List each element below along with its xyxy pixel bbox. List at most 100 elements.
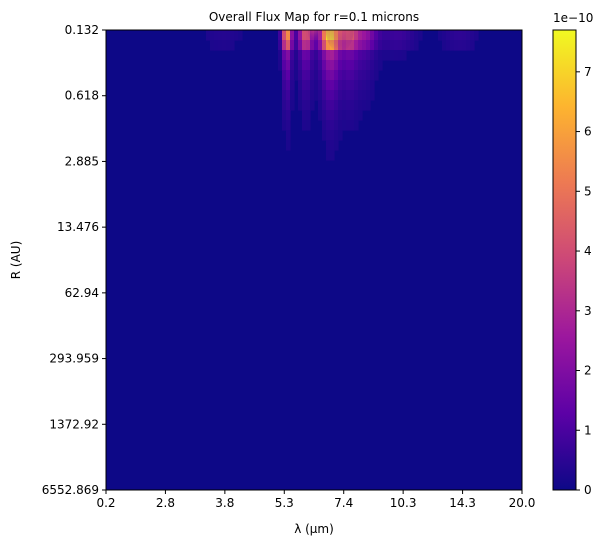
heatmap-cell: [366, 90, 371, 101]
heatmap-cell: [334, 60, 339, 71]
heatmap-cell: [386, 30, 391, 41]
heatmap-cell: [334, 80, 339, 91]
colorbar-tick-label: 7: [584, 65, 592, 79]
y-tick-label: 0.132: [65, 23, 99, 37]
heatmap-cell: [326, 60, 331, 71]
heatmap-cell: [294, 30, 299, 41]
heatmap-cell: [366, 40, 371, 51]
heatmap-cell: [302, 100, 307, 111]
heatmap-cell: [346, 80, 351, 91]
heatmap-cell: [314, 90, 319, 101]
heatmap-cell: [378, 40, 383, 51]
heatmap-cell: [362, 90, 367, 101]
heatmap-cell: [378, 30, 383, 41]
heatmap-cell: [314, 80, 319, 91]
heatmap-cell: [282, 50, 287, 61]
heatmap-cell: [294, 60, 299, 71]
heatmap-cell: [326, 70, 331, 81]
heatmap-cell: [446, 30, 451, 41]
heatmap-cell: [342, 110, 347, 121]
y-tick-label: 13.476: [57, 220, 99, 234]
heatmap-cell: [282, 120, 287, 131]
heatmap-cell: [310, 40, 315, 51]
heatmap-cell: [326, 100, 331, 111]
heatmap-cell: [350, 90, 355, 101]
heatmap-cell: [350, 100, 355, 111]
heatmap-cell: [378, 50, 383, 61]
heatmap-cell: [210, 40, 215, 51]
heatmap-cell: [298, 90, 303, 101]
heatmap-cell: [398, 30, 403, 41]
heatmap-cell: [302, 40, 307, 51]
heatmap-cell: [322, 130, 327, 141]
heatmap-cell: [318, 80, 323, 91]
x-tick-label: 3.8: [215, 496, 234, 510]
heatmap-cell: [290, 50, 295, 61]
heatmap-cell: [402, 40, 407, 51]
heatmap-cell: [442, 40, 447, 51]
heatmap-cell: [330, 70, 335, 81]
heatmap-cell: [286, 110, 291, 121]
heatmap-cell: [286, 120, 291, 131]
heatmap-cell: [294, 40, 299, 51]
heatmap-cell: [286, 40, 291, 51]
heatmap-cell: [474, 30, 479, 41]
heatmap-cell: [278, 50, 283, 61]
heatmap-cell: [322, 30, 327, 41]
x-tick-label: 2.8: [156, 496, 175, 510]
heatmap-cell: [414, 30, 419, 41]
heatmap-cell: [342, 80, 347, 91]
colorbar-offset-text: 1e−10: [553, 11, 593, 25]
heatmap-cell: [418, 30, 423, 41]
heatmap-cell: [370, 70, 375, 81]
x-tick-label: 5.3: [275, 496, 294, 510]
heatmap-cell: [354, 60, 359, 71]
x-tick-label: 14.3: [449, 496, 476, 510]
x-tick-label: 7.4: [334, 496, 353, 510]
heatmap-cell: [346, 70, 351, 81]
heatmap-cell: [318, 30, 323, 41]
heatmap-cell: [390, 50, 395, 61]
heatmap-cell: [450, 30, 455, 41]
heatmap-cell: [354, 120, 359, 131]
y-tick-label: 293.959: [49, 352, 99, 366]
heatmap-cell: [338, 110, 343, 121]
heatmap-cell: [326, 130, 331, 141]
heatmap-cell: [390, 30, 395, 41]
heatmap-cell: [350, 80, 355, 91]
heatmap-cell: [310, 50, 315, 61]
heatmap-cell: [298, 60, 303, 71]
colorbar-tick-label: 6: [584, 125, 592, 139]
heatmap-cell: [338, 70, 343, 81]
heatmap-cell: [342, 90, 347, 101]
heatmap-cell: [286, 50, 291, 61]
heatmap-cell: [406, 30, 411, 41]
heatmap-cell: [398, 40, 403, 51]
heatmap-cell: [458, 30, 463, 41]
heatmap-cell: [410, 30, 415, 41]
colorbar-tick-label: 0: [584, 483, 592, 497]
heatmap-cell: [306, 100, 311, 111]
heatmap-cell: [306, 70, 311, 81]
heatmap-cell: [462, 40, 467, 51]
heatmap-cell: [338, 90, 343, 101]
heatmap-cell: [338, 80, 343, 91]
heatmap-cell: [226, 30, 231, 41]
heatmap-plot-area: [105, 29, 523, 491]
heatmap-cell: [302, 120, 307, 131]
heatmap-cell: [334, 50, 339, 61]
heatmap-cell: [306, 50, 311, 61]
heatmap-cell: [402, 50, 407, 61]
heatmap-cell: [338, 60, 343, 71]
y-tick-label: 1372.92: [49, 417, 99, 431]
heatmap-cell: [350, 70, 355, 81]
heatmap-cell: [406, 40, 411, 51]
heatmap-cell: [330, 50, 335, 61]
heatmap-cell: [342, 120, 347, 131]
heatmap-cell: [366, 100, 371, 111]
heatmap-cell: [330, 150, 335, 161]
heatmap-cell: [322, 70, 327, 81]
heatmap-cell: [310, 80, 315, 91]
heatmap-cell: [334, 140, 339, 151]
